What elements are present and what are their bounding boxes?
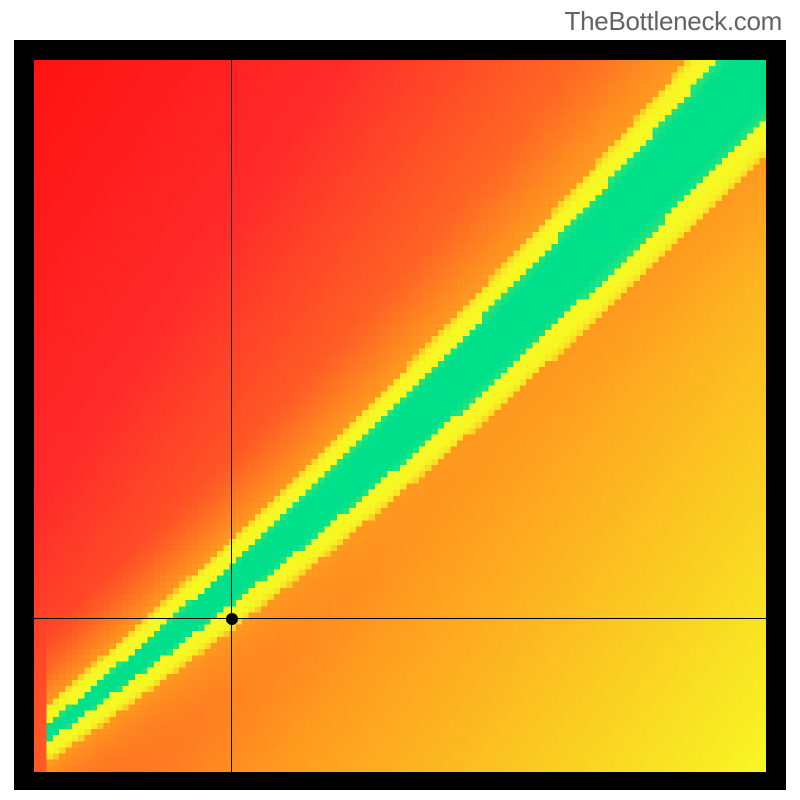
- crosshair-horizontal-line: [34, 618, 766, 619]
- heatmap-canvas: [34, 60, 766, 772]
- watermark-text: TheBottleneck.com: [565, 6, 782, 37]
- crosshair-vertical-line: [231, 60, 232, 772]
- crosshair-marker-dot: [226, 613, 238, 625]
- bottleneck-chart-container: TheBottleneck.com: [0, 0, 800, 800]
